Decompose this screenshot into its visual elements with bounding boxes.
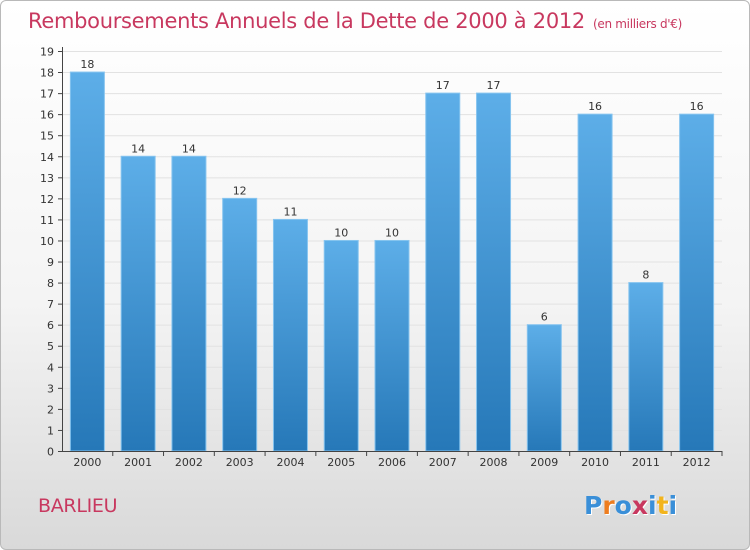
x-tick-label: 2005 — [327, 456, 355, 469]
y-tick-label: 3 — [47, 382, 54, 395]
x-tick-label: 2006 — [378, 456, 406, 469]
x-tick-label: 2007 — [429, 456, 457, 469]
y-tick-label: 8 — [47, 277, 54, 290]
bar-value-label: 6 — [541, 311, 548, 324]
bar-value-label: 8 — [642, 269, 649, 282]
x-tick-label: 2010 — [581, 456, 609, 469]
bar-value-label: 18 — [80, 58, 94, 71]
bar — [272, 218, 308, 452]
logo-letter: i — [648, 491, 657, 520]
y-tick-label: 18 — [40, 67, 54, 80]
y-tick-label: 19 — [40, 46, 54, 59]
logo-letter: P — [584, 491, 603, 520]
bar-value-label: 10 — [385, 226, 399, 239]
bar-value-label: 17 — [436, 79, 450, 92]
x-tick-label: 2001 — [124, 456, 152, 469]
proxiti-logo: Proxiti — [584, 491, 677, 520]
y-tick-label: 15 — [40, 130, 54, 143]
y-tick-label: 11 — [40, 214, 54, 227]
bar-value-label: 11 — [283, 205, 297, 218]
y-tick-label: 9 — [47, 256, 54, 269]
bar-value-label: 14 — [131, 142, 145, 155]
bar-value-label: 16 — [690, 100, 704, 113]
y-tick-label: 10 — [40, 235, 54, 248]
logo-letter: o — [614, 491, 632, 520]
bar — [526, 324, 562, 452]
chart-title-text: Remboursements Annuels de la Dette de 20… — [28, 9, 585, 33]
logo-letter: t — [656, 491, 669, 520]
y-tick-label: 5 — [47, 340, 54, 353]
y-tick-label: 16 — [40, 109, 54, 122]
y-tick-label: 1 — [47, 424, 54, 437]
bar — [120, 155, 156, 452]
bar-value-label: 12 — [233, 184, 247, 197]
bar — [171, 155, 207, 452]
place-name: BARLIEU — [38, 495, 118, 517]
bar-value-label: 16 — [588, 100, 602, 113]
y-tick-label: 7 — [47, 298, 54, 311]
bar — [679, 113, 715, 452]
x-tick-label: 2011 — [632, 456, 660, 469]
bar — [323, 239, 359, 452]
logo-letter: x — [631, 491, 648, 520]
x-tick-label: 2012 — [683, 456, 711, 469]
bar — [374, 239, 410, 452]
x-tick-label: 2003 — [226, 456, 254, 469]
bar — [222, 197, 258, 452]
bar — [476, 92, 512, 452]
bar — [69, 71, 105, 452]
x-tick-label: 2008 — [480, 456, 508, 469]
x-tick-label: 2002 — [175, 456, 203, 469]
logo-letter: r — [602, 491, 615, 520]
bar — [577, 113, 613, 452]
y-tick-label: 13 — [40, 172, 54, 185]
y-tick-label: 2 — [47, 403, 54, 416]
bar — [628, 282, 664, 452]
x-tick-label: 2000 — [73, 456, 101, 469]
x-tick-label: 2009 — [530, 456, 558, 469]
chart-title: Remboursements Annuels de la Dette de 20… — [28, 9, 682, 33]
x-axis-ticks: 2000 2001 2002 2003 2004 2005 2006 2007 2008 2009… — [73, 451, 723, 469]
y-tick-label: 14 — [40, 151, 54, 164]
bar-value-label: 10 — [334, 226, 348, 239]
bar — [425, 92, 461, 452]
chart-unit: (en milliers d'€) — [593, 17, 683, 31]
x-tick-label: 2004 — [276, 456, 304, 469]
bars: 18 14 14 12 11 10 10 17 17 6 16 8 16 — [69, 58, 715, 452]
y-tick-label: 17 — [40, 88, 54, 101]
logo-letter: i — [668, 491, 678, 520]
y-tick-label: 4 — [47, 361, 54, 374]
bar-value-label: 17 — [487, 79, 501, 92]
bar-value-label: 14 — [182, 142, 196, 155]
y-tick-label: 12 — [40, 193, 54, 206]
y-tick-label: 6 — [47, 319, 54, 332]
y-tick-label: 0 — [47, 446, 54, 459]
